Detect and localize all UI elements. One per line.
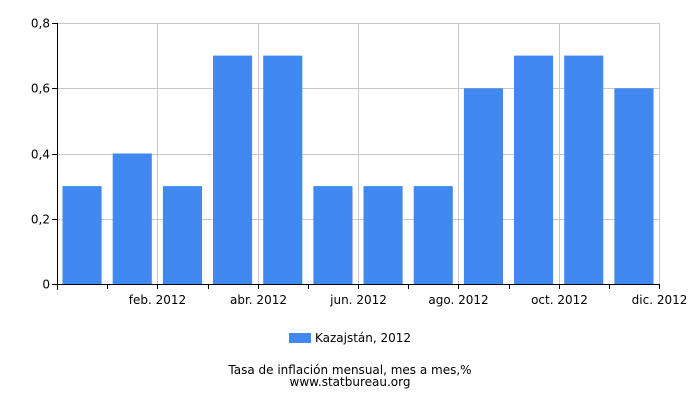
- y-tick-label: 0,6: [31, 82, 50, 96]
- bar: [514, 55, 554, 284]
- bar: [413, 186, 453, 284]
- x-tick-label: dic. 2012: [632, 293, 688, 307]
- bar: [263, 55, 303, 284]
- x-tick-label: feb. 2012: [129, 293, 186, 307]
- bar: [463, 88, 503, 284]
- source-url: www.statbureau.org: [289, 375, 411, 389]
- bar: [112, 153, 152, 284]
- y-tick-label: 0,8: [31, 17, 50, 31]
- x-tick-label: ago. 2012: [428, 293, 488, 307]
- bar: [213, 55, 253, 284]
- chart-caption: Tasa de inflación mensual, mes a mes,%: [228, 363, 472, 377]
- bar: [162, 186, 202, 284]
- y-tick-label: 0: [42, 278, 50, 292]
- legend-swatch: [288, 332, 311, 343]
- legend-label: Kazajstán, 2012: [314, 331, 412, 345]
- x-tick-label: jun. 2012: [329, 293, 387, 307]
- legend: Kazajstán, 2012: [0, 331, 700, 345]
- bar: [614, 88, 654, 284]
- x-tick-label: oct. 2012: [531, 293, 588, 307]
- x-tick-label: abr. 2012: [230, 293, 287, 307]
- y-tick-label: 0,4: [31, 148, 50, 162]
- bar: [62, 186, 102, 284]
- bar-chart: 0 0,2 0,4 0,6 0,8 feb. 2012 abr. 2012 jun. 2012…: [31, 17, 688, 308]
- bar: [564, 55, 604, 284]
- bar: [363, 186, 403, 284]
- bar: [313, 186, 353, 284]
- y-tick-label: 0,2: [31, 213, 50, 227]
